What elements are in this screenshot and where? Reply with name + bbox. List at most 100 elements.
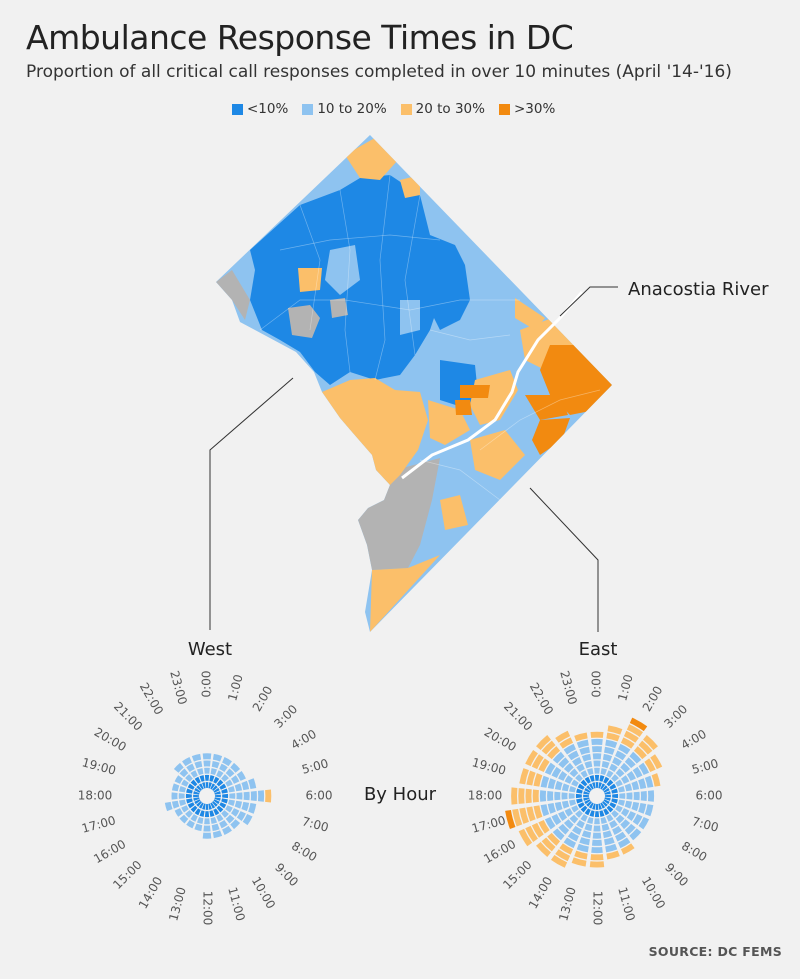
east-bar-1:00-seg-5	[604, 746, 615, 755]
east-bar-11:00-seg-2	[600, 816, 608, 824]
east-bar-8:00-seg-5	[632, 814, 643, 826]
west-bar-17:00-seg-1	[186, 798, 193, 804]
west-bar-16:00-seg-2	[181, 805, 189, 813]
east-bar-3:00-seg-7	[633, 746, 647, 760]
east-hour-label-22:00: 22:00	[527, 680, 556, 717]
east-bar-3:00-seg-8	[638, 740, 653, 755]
west-bar-0:00-seg-0	[205, 782, 209, 789]
map-region-nodata-small	[330, 298, 348, 318]
east-bar-3:00-seg-3	[615, 768, 625, 778]
east-hour-label-10:00: 10:00	[639, 874, 668, 911]
east-bar-11:00-seg-1	[599, 810, 605, 817]
west-bar-23:00-seg-2	[196, 768, 204, 776]
east-bar-18:00-seg-0	[583, 794, 590, 798]
east-bar-4:00-seg-5	[632, 766, 643, 778]
west-bar-9:00-seg-2	[221, 810, 229, 818]
east-bar-12:00-seg-2	[594, 818, 600, 825]
east-bar-11:00-seg-4	[602, 830, 613, 839]
east-hour-label-0:00: 0:00	[590, 671, 604, 698]
east-bar-10:00-seg-1	[603, 808, 610, 816]
anacostia-river	[401, 291, 584, 480]
west-bar-22:00-seg-3	[186, 763, 195, 772]
map-region-darkorange-center2	[455, 400, 472, 415]
east-bar-10:00-seg-5	[615, 831, 627, 842]
east-bar-19:00-seg-6	[540, 775, 550, 788]
page-subtitle: Proportion of all critical call response…	[26, 62, 732, 82]
west-bar-8:00-seg-2	[225, 805, 233, 813]
east-bar-1:00-seg-3	[601, 760, 610, 769]
east-bar-23:00-seg-1	[589, 775, 595, 782]
west-bar-17:00-seg-0	[193, 797, 200, 801]
west-bar-20:00-seg-3	[174, 775, 183, 784]
east-bar-18:00-seg-1	[575, 793, 582, 799]
west-bar-21:00-seg-0	[196, 785, 202, 791]
east-bar-20:00-seg-3	[564, 775, 573, 784]
east-bar-15:00-seg-4	[563, 819, 574, 830]
west-bar-6:00-seg-6	[257, 790, 265, 802]
east-bar-22:00-seg-3	[576, 763, 585, 772]
east-bar-15:00-seg-8	[541, 837, 556, 852]
east-bar-12:00-seg-8	[589, 861, 605, 868]
east-bar-16:00-seg-5	[551, 814, 562, 826]
east-bar-11:00-seg-7	[606, 850, 620, 860]
east-bar-12:00-seg-7	[590, 854, 604, 861]
west-label: West	[188, 639, 232, 660]
east-bar-7:00-seg-0	[604, 797, 611, 801]
east-bar-16:00-seg-3	[564, 808, 573, 817]
east-hour-label-16:00: 16:00	[481, 837, 518, 866]
east-bar-7:00-seg-2	[617, 799, 625, 807]
east-hour-label-9:00: 9:00	[662, 860, 691, 889]
west-bar-14:00-seg-0	[198, 802, 204, 809]
east-bar-14:00-seg-8	[555, 849, 571, 862]
west-hour-label-21:00: 21:00	[111, 699, 145, 733]
east-hour-label-2:00: 2:00	[640, 684, 666, 714]
map-region-orange-east-low	[440, 495, 468, 530]
east-bar-14:00-seg-5	[567, 831, 579, 842]
west-hour-label-12:00: 12:00	[201, 891, 215, 926]
east-bar-1:00-seg-6	[605, 739, 618, 749]
east-bar-21:00-seg-9	[536, 735, 551, 750]
east-hour-label-4:00: 4:00	[679, 727, 709, 753]
west-bar-0:00-seg-2	[204, 767, 210, 774]
east-bar-16:00-seg-9	[525, 825, 538, 843]
east-bar-16:00-seg-10	[518, 828, 533, 847]
west-bar-1:00-seg-2	[210, 768, 218, 776]
west-hour-label-19:00: 19:00	[80, 755, 117, 777]
east-hour-label-12:00: 12:00	[591, 891, 605, 926]
west-bar-6:00-seg-3	[236, 792, 243, 800]
east-bar-5:00-seg-3	[624, 783, 633, 792]
east-bar-13:00-seg-4	[581, 830, 592, 839]
west-bar-18:00-seg-2	[178, 793, 185, 799]
west-bar-8:00-seg-4	[236, 811, 246, 821]
east-bar-17:00-seg-9	[519, 807, 529, 824]
river-callout-line	[559, 286, 618, 317]
east-bar-15:00-seg-3	[569, 814, 579, 824]
east-bar-23:00-seg-2	[586, 768, 594, 776]
east-bar-21:00-seg-2	[575, 774, 583, 782]
east-bar-0:00-seg-4	[592, 753, 602, 760]
east-bar-17:00-seg-11	[505, 809, 516, 830]
west-bar-6:00-seg-4	[243, 791, 250, 801]
east-bar-7:00-seg-1	[611, 798, 618, 804]
east-bar-0:00-seg-5	[591, 746, 603, 753]
east-bar-9:00-seg-6	[629, 828, 642, 841]
west-bar-15:00-seg-0	[196, 801, 202, 807]
east-bar-18:00-seg-3	[561, 792, 568, 800]
east-bar-3:00-seg-4	[620, 762, 631, 773]
east-bar-17:00-seg-8	[526, 806, 536, 822]
east-bar-20:00-seg-8	[531, 754, 544, 770]
east-bar-4:00-seg-0	[603, 787, 610, 793]
west-bar-13:00-seg-1	[199, 810, 205, 817]
east-hour-label-11:00: 11:00	[615, 886, 637, 923]
east-bar-23:00-seg-3	[584, 760, 593, 769]
east-bar-20:00-seg-5	[551, 766, 562, 778]
east-bar-10:00-seg-0	[600, 802, 606, 809]
east-bar-13:00-seg-7	[574, 850, 588, 860]
west-bar-7:00-seg-2	[227, 799, 235, 807]
west-bar-2:00-seg-2	[216, 770, 224, 778]
east-bar-5:00-seg-4	[631, 780, 640, 791]
west-hour-label-23:00: 23:00	[167, 669, 189, 706]
east-bar-17:00-seg-2	[569, 799, 577, 807]
east-bar-2:00-seg-7	[620, 737, 635, 749]
west-bar-19:00-seg-1	[186, 788, 193, 794]
